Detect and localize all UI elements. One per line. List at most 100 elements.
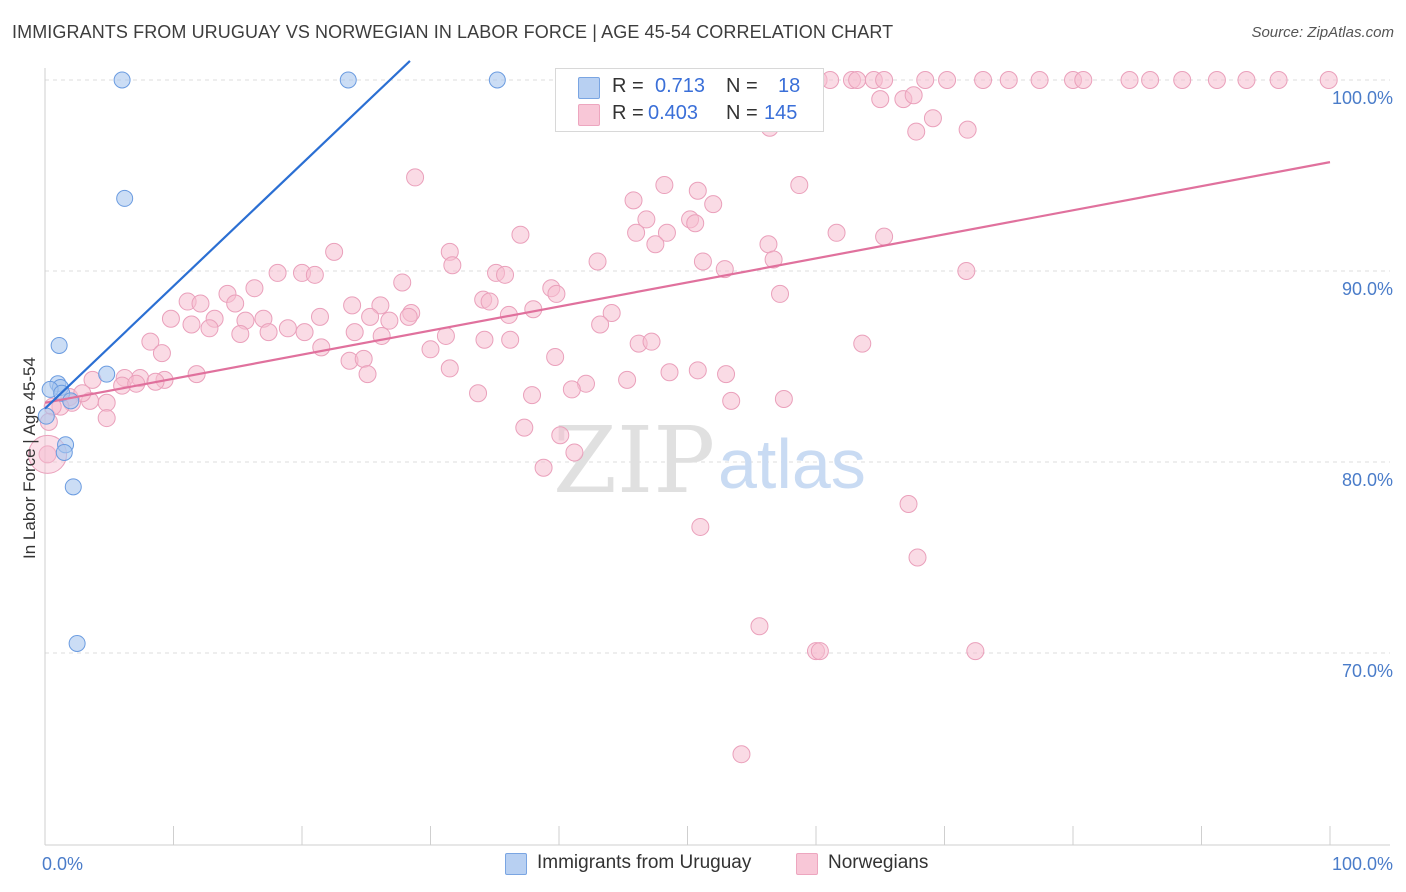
norwegian-point: [1237, 71, 1256, 89]
norwegian-point: [354, 349, 373, 368]
norwegian-point: [312, 338, 331, 357]
norwegian-point: [602, 304, 621, 323]
norwegian-point: [688, 181, 707, 200]
norwegian-point: [764, 250, 783, 269]
norwegian-point: [562, 380, 581, 399]
norwegian-point: [371, 296, 390, 315]
norwegian-point: [1319, 71, 1338, 89]
y-tick-label: 90.0%: [1342, 279, 1393, 299]
norwegian-point: [958, 120, 977, 139]
norwegian-point: [182, 315, 201, 334]
norwegian-point: [141, 332, 160, 351]
norwegian-point: [821, 71, 840, 89]
norwegian-point: [974, 71, 993, 89]
norwegian-point: [343, 296, 362, 315]
norwegian-point: [908, 548, 927, 567]
norwegians-legend-swatch: [796, 853, 818, 875]
norwegian-point: [693, 252, 712, 271]
norwegian-point: [637, 210, 656, 229]
uruguay-legend-swatch: [505, 853, 527, 875]
norwegian-point: [511, 225, 530, 244]
norwegian-point: [436, 326, 455, 345]
correlation-legend: R = 0.713 N = 18 R = 0.403 N = 145: [555, 68, 824, 132]
norwegian-point: [191, 294, 210, 313]
norwegian-point: [310, 307, 329, 326]
norwegian-point: [704, 195, 723, 214]
norwegian-point: [827, 223, 846, 242]
x-tick-label: 0.0%: [42, 854, 83, 874]
norwegian-point: [1173, 71, 1192, 89]
legend-row-norwegians: R = 0.403 N = 145: [556, 101, 823, 127]
norwegian-point: [642, 332, 661, 351]
norwegian-point: [899, 495, 918, 514]
norwegian-point: [546, 347, 565, 366]
norwegian-point: [618, 370, 637, 389]
norwegian-point: [534, 458, 553, 477]
legend-n-value: 145: [764, 102, 798, 124]
y-tick-labels: 70.0% 80.0% 90.0% 100.0%: [1332, 88, 1393, 681]
norwegian-point: [515, 418, 534, 437]
norwegian-point: [1120, 71, 1139, 89]
norwegian-point: [361, 307, 380, 326]
source-credit: Source: ZipAtlas.com: [1251, 24, 1394, 41]
uruguay-legend-label: Immigrants from Uruguay: [537, 852, 752, 873]
norwegian-point: [923, 109, 942, 128]
norwegian-point: [875, 71, 894, 89]
uruguay-swatch: [578, 77, 600, 99]
norwegian-point: [691, 517, 710, 536]
uruguay-point: [98, 365, 116, 383]
norwegian-point: [97, 393, 116, 412]
norwegian-point: [421, 340, 440, 359]
legend-r-label: R =: [612, 75, 644, 97]
norwegian-point: [501, 330, 520, 349]
norwegian-point: [660, 363, 679, 382]
uruguay-points: [37, 71, 506, 652]
watermark-atlas: atlas: [718, 425, 866, 503]
legend-r-label: R =: [612, 102, 644, 124]
norwegian-point: [904, 86, 923, 105]
uruguay-point: [62, 392, 80, 410]
norwegian-point: [440, 359, 459, 378]
legend-r-value: 0.403: [648, 102, 699, 124]
norwegian-point: [688, 361, 707, 380]
norwegian-point: [1207, 71, 1226, 89]
norwegian-point: [305, 265, 324, 284]
norwegian-point: [871, 90, 890, 109]
norwegian-point: [1269, 71, 1288, 89]
norwegian-point: [480, 292, 499, 311]
norwegian-point: [406, 168, 425, 187]
uruguay-point: [339, 71, 357, 89]
norwegian-point: [226, 294, 245, 313]
uruguay-trend-line: [44, 60, 411, 410]
norwegian-point: [231, 325, 250, 344]
norwegians-legend-label: Norwegians: [828, 852, 929, 873]
norwegian-point: [393, 273, 412, 292]
norwegian-point: [624, 191, 643, 210]
uruguay-point: [113, 71, 131, 89]
uruguay-point: [37, 407, 55, 425]
norwegian-point: [938, 71, 957, 89]
y-tick-label: 100.0%: [1332, 88, 1393, 108]
y-tick-label: 80.0%: [1342, 470, 1393, 490]
legend-r-value: 0.713: [655, 75, 706, 97]
norwegian-point: [152, 344, 171, 363]
norwegian-point: [916, 71, 935, 89]
norwegian-point: [161, 309, 180, 328]
norwegian-point: [655, 176, 674, 195]
norwegian-point: [732, 745, 751, 764]
norwegian-point: [551, 426, 570, 445]
norwegian-point: [399, 307, 418, 326]
uruguay-point: [116, 189, 134, 207]
norwegian-point: [715, 260, 734, 279]
y-tick-label: 70.0%: [1342, 661, 1393, 681]
norwegian-point: [627, 223, 646, 242]
legend-item-norwegians: Norwegians: [796, 852, 956, 876]
gridlines: [45, 79, 1390, 654]
uruguay-point: [68, 634, 86, 652]
norwegian-point: [358, 365, 377, 384]
norwegian-point: [245, 279, 264, 298]
norwegians-trend-line: [44, 161, 1331, 404]
uruguay-point: [50, 336, 68, 354]
norwegian-point: [523, 386, 542, 405]
